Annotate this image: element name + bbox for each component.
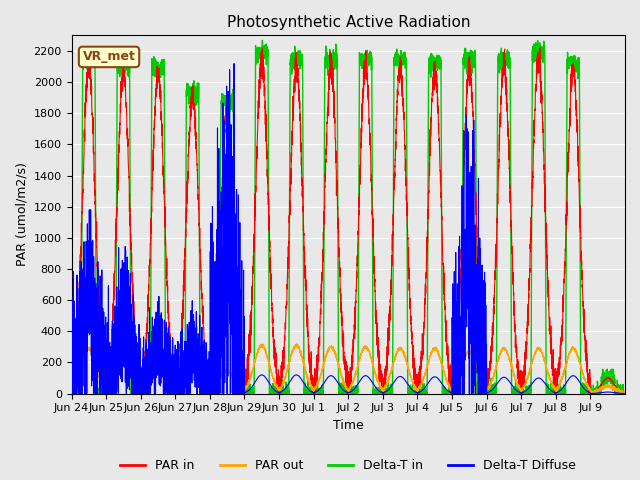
Legend: PAR in, PAR out, Delta-T in, Delta-T Diffuse: PAR in, PAR out, Delta-T in, Delta-T Dif… [115, 454, 581, 477]
X-axis label: Time: Time [333, 419, 364, 432]
Title: Photosynthetic Active Radiation: Photosynthetic Active Radiation [227, 15, 470, 30]
Text: VR_met: VR_met [83, 50, 136, 63]
Y-axis label: PAR (umol/m2/s): PAR (umol/m2/s) [15, 163, 28, 266]
